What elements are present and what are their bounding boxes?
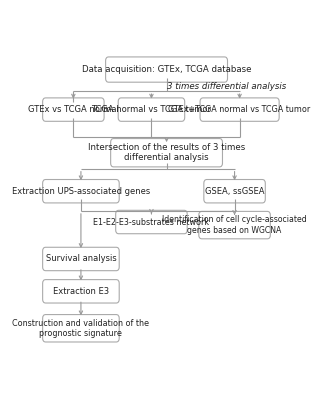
- FancyBboxPatch shape: [199, 211, 270, 239]
- FancyBboxPatch shape: [116, 210, 187, 234]
- Text: 3 times differential analysis: 3 times differential analysis: [167, 82, 287, 91]
- Text: E1-E2-E3-substrates network: E1-E2-E3-substrates network: [93, 218, 210, 226]
- Text: Identification of cell cycle-associated
genes based on WGCNA: Identification of cell cycle-associated …: [162, 215, 307, 235]
- FancyBboxPatch shape: [204, 180, 265, 203]
- Text: Intersection of the results of 3 times
differential analysis: Intersection of the results of 3 times d…: [88, 143, 245, 162]
- FancyBboxPatch shape: [200, 98, 279, 121]
- FancyBboxPatch shape: [43, 98, 104, 121]
- FancyBboxPatch shape: [118, 98, 185, 121]
- FancyBboxPatch shape: [43, 247, 119, 271]
- FancyBboxPatch shape: [111, 138, 223, 167]
- Text: GTEx+TCGA normal vs TCGA tumor: GTEx+TCGA normal vs TCGA tumor: [168, 105, 311, 114]
- Text: TCGA normal vs TCGA tumor: TCGA normal vs TCGA tumor: [91, 105, 212, 114]
- Text: Data acquisition: GTEx, TCGA database: Data acquisition: GTEx, TCGA database: [82, 65, 251, 74]
- Text: Extraction E3: Extraction E3: [53, 287, 109, 296]
- Text: Construction and validation of the
prognostic signature: Construction and validation of the progn…: [12, 318, 150, 338]
- FancyBboxPatch shape: [106, 57, 228, 82]
- Text: Survival analysis: Survival analysis: [46, 254, 116, 264]
- FancyBboxPatch shape: [43, 314, 119, 342]
- FancyBboxPatch shape: [43, 180, 119, 203]
- FancyBboxPatch shape: [43, 280, 119, 303]
- Text: Extraction UPS-associated genes: Extraction UPS-associated genes: [12, 187, 150, 196]
- Text: GTEx vs TCGA normal: GTEx vs TCGA normal: [28, 105, 119, 114]
- Text: GSEA, ssGSEA: GSEA, ssGSEA: [205, 187, 264, 196]
